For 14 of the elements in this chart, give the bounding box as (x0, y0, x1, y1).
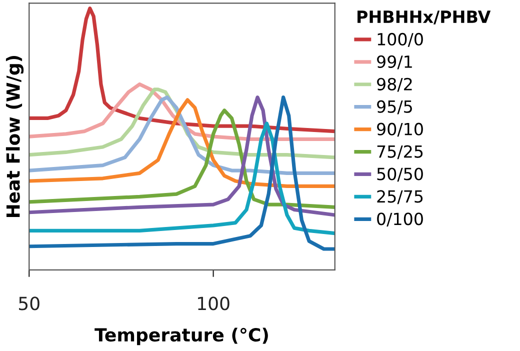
legend-label: 50/50 (377, 168, 423, 182)
legend-label: 75/25 (377, 145, 423, 160)
x-tick-label: 50 (19, 296, 40, 310)
x-tick-label: 100 (198, 296, 230, 310)
legend-title: PHBHHx/PHBV (358, 10, 491, 24)
legend-label: 90/10 (377, 122, 423, 137)
legend-label: 25/75 (377, 190, 423, 204)
y-axis-title: Heat Flow (W/g) (6, 56, 24, 218)
x-axis-title: Temperature (°C) (94, 328, 268, 346)
legend-label: 98/2 (377, 78, 412, 92)
legend-label: 99/1 (377, 55, 412, 70)
legend-label: 0/100 (377, 212, 423, 227)
legend-label: 95/5 (377, 100, 412, 114)
legend-label: 100/0 (378, 32, 423, 47)
